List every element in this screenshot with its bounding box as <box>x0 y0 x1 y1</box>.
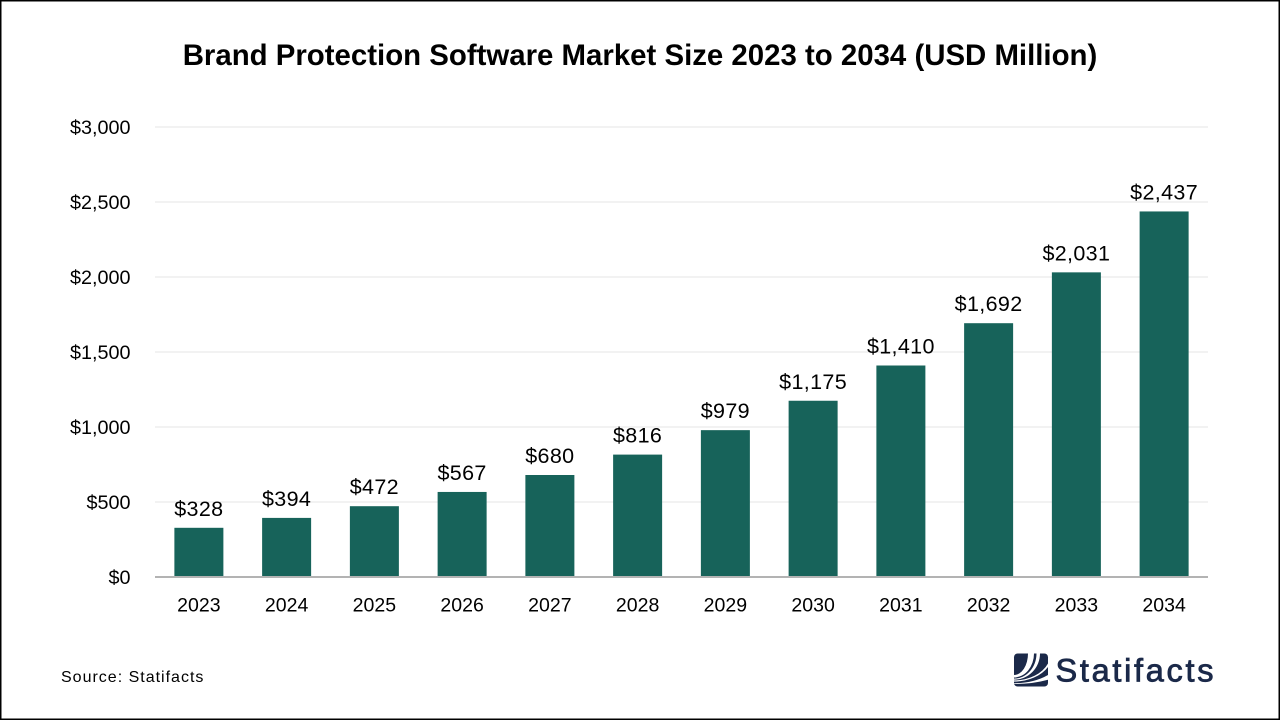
svg-text:$1,175: $1,175 <box>779 370 847 394</box>
svg-text:$500: $500 <box>86 492 130 514</box>
svg-text:$567: $567 <box>438 461 487 485</box>
svg-text:2031: 2031 <box>879 595 922 617</box>
svg-text:$1,000: $1,000 <box>70 417 131 439</box>
svg-text:$979: $979 <box>701 399 750 423</box>
svg-text:2034: 2034 <box>1142 595 1186 617</box>
svg-text:2026: 2026 <box>440 595 483 617</box>
svg-text:2027: 2027 <box>528 595 571 617</box>
svg-text:$1,500: $1,500 <box>70 342 131 364</box>
svg-text:$816: $816 <box>613 424 662 448</box>
svg-text:2032: 2032 <box>967 595 1010 617</box>
svg-text:2033: 2033 <box>1055 595 1098 617</box>
svg-text:$472: $472 <box>350 475 399 499</box>
svg-text:$1,410: $1,410 <box>867 335 935 359</box>
svg-text:2029: 2029 <box>704 595 747 617</box>
svg-text:2024: 2024 <box>265 595 309 617</box>
svg-text:$3,000: $3,000 <box>70 117 131 139</box>
svg-text:2028: 2028 <box>616 595 659 617</box>
svg-text:$2,000: $2,000 <box>70 267 131 289</box>
svg-text:2023: 2023 <box>177 595 220 617</box>
svg-text:$2,031: $2,031 <box>1042 241 1110 265</box>
svg-text:Brand Protection Software Mark: Brand Protection Software Market Size 20… <box>183 39 1098 72</box>
svg-text:Source: Statifacts: Source: Statifacts <box>61 669 204 686</box>
svg-text:$1,692: $1,692 <box>955 292 1023 316</box>
svg-text:2030: 2030 <box>791 595 835 617</box>
svg-text:$2,437: $2,437 <box>1130 180 1198 204</box>
svg-text:2025: 2025 <box>353 595 397 617</box>
svg-text:$680: $680 <box>525 444 574 468</box>
svg-text:Statifacts: Statifacts <box>1056 653 1217 689</box>
svg-text:$2,500: $2,500 <box>70 192 131 214</box>
svg-text:$0: $0 <box>108 567 130 589</box>
svg-text:$328: $328 <box>174 497 223 521</box>
svg-text:$394: $394 <box>262 487 311 511</box>
